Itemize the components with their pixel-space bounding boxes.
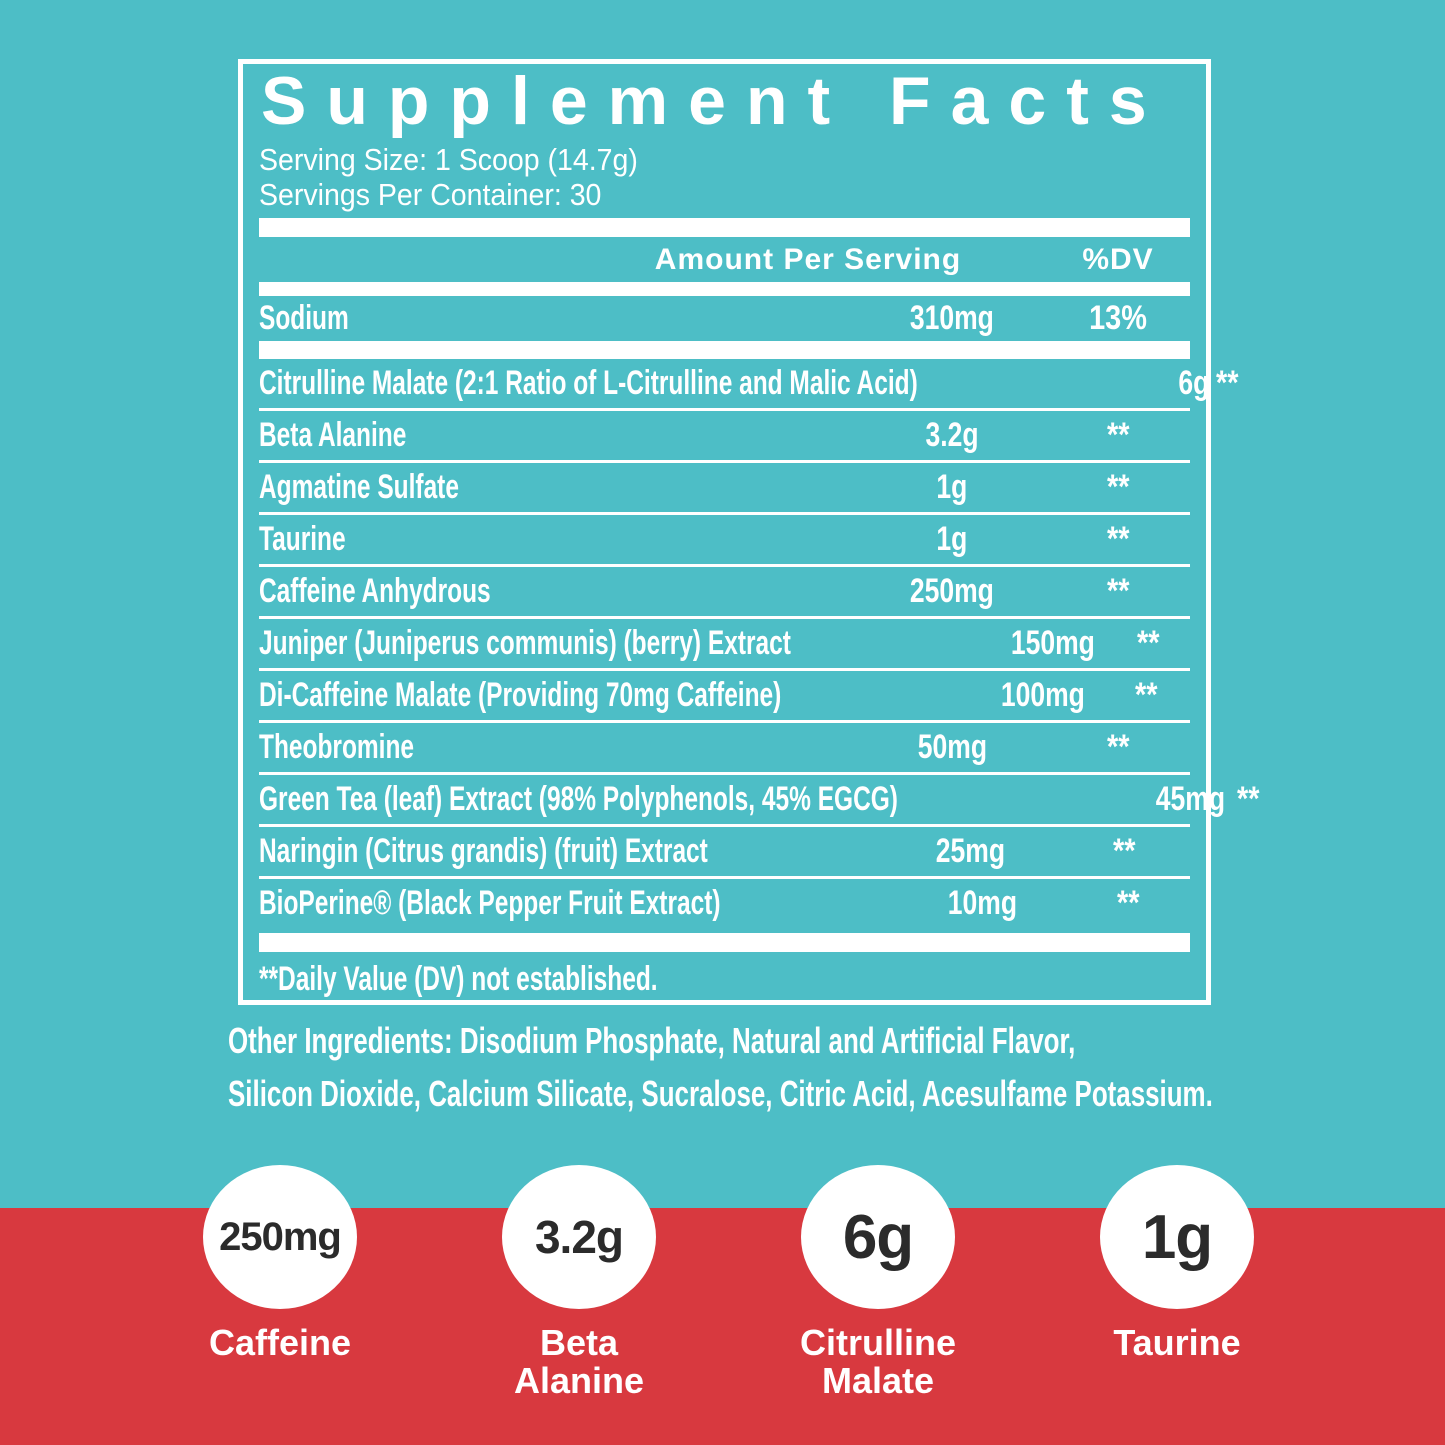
highlight-circle-beta-alanine: 3.2g bbox=[502, 1165, 656, 1309]
ingredient-dv: ** bbox=[1107, 416, 1130, 454]
ingredient-amount: 1g bbox=[936, 468, 968, 506]
ingredient-amount: 25mg bbox=[935, 832, 1005, 870]
highlight-circle-citrulline-malate: 6g bbox=[801, 1165, 955, 1309]
table-row: Theobromine 50mg ** bbox=[259, 723, 1190, 772]
other-ingredients: Other Ingredients: Disodium Phosphate, N… bbox=[228, 1014, 1378, 1120]
table-row: Naringin (Citrus grandis) (fruit) Extrac… bbox=[259, 827, 1190, 876]
ingredient-amount: 3.2g bbox=[925, 416, 979, 454]
highlight-label-caffeine: Caffeine bbox=[208, 1322, 352, 1363]
table-header: Amount Per Serving %DV bbox=[259, 237, 1190, 282]
row-separator bbox=[259, 772, 1190, 775]
table-row: Citrulline Malate (2:1 Ratio of L-Citrul… bbox=[259, 359, 1238, 408]
row-separator bbox=[259, 408, 1190, 411]
serving-info: Serving Size: 1 Scoop (14.7g) Servings P… bbox=[259, 142, 1190, 212]
table-row: BioPerine® (Black Pepper Fruit Extract) … bbox=[259, 879, 1190, 928]
panel-title: Supplement Facts bbox=[261, 63, 1167, 139]
ingredient-dv: ** bbox=[1134, 676, 1158, 714]
supplement-facts-panel: Supplement Facts Serving Size: 1 Scoop (… bbox=[238, 59, 1260, 1005]
ingredient-amount: 100mg bbox=[1001, 676, 1086, 714]
highlight-value: 250mg bbox=[219, 1214, 342, 1259]
table-row: Di-Caffeine Malate (Providing 70mg Caffe… bbox=[259, 671, 1190, 720]
ingredient-dv: ** bbox=[1107, 520, 1130, 558]
ingredient-amount: 250mg bbox=[909, 572, 995, 610]
divider-bar bbox=[259, 218, 1190, 237]
amount-column-header: Amount Per Serving bbox=[654, 242, 962, 276]
ingredient-name: Juniper (Juniperus communis) (berry) Ext… bbox=[259, 624, 791, 662]
divider-bar bbox=[259, 933, 1190, 952]
table-row: Caffeine Anhydrous 250mg ** bbox=[259, 567, 1190, 616]
serving-size: Serving Size: 1 Scoop (14.7g) bbox=[259, 142, 638, 177]
ingredient-name: Naringin (Citrus grandis) (fruit) Extrac… bbox=[259, 832, 708, 870]
ingredient-amount: 45mg bbox=[1156, 780, 1226, 818]
dv-column-header: %DV bbox=[1082, 242, 1154, 276]
row-separator bbox=[259, 564, 1190, 567]
row-separator bbox=[259, 876, 1190, 879]
divider-bar bbox=[259, 282, 1190, 296]
ingredient-name: Taurine bbox=[259, 520, 346, 558]
table-row-sodium: Sodium 310mg 13% bbox=[259, 296, 1190, 341]
table-row: Agmatine Sulfate 1g ** bbox=[259, 463, 1190, 512]
row-separator bbox=[259, 824, 1190, 827]
ingredient-name: Di-Caffeine Malate (Providing 70mg Caffe… bbox=[259, 676, 782, 714]
table-row: Juniper (Juniperus communis) (berry) Ext… bbox=[259, 619, 1190, 668]
ingredient-dv: ** bbox=[1112, 832, 1136, 870]
servings-per-container: Servings Per Container: 30 bbox=[259, 177, 602, 212]
ingredient-amount: 50mg bbox=[917, 728, 987, 766]
ingredient-dv: ** bbox=[1107, 468, 1130, 506]
highlight-circle-caffeine: 250mg bbox=[203, 1165, 357, 1309]
highlight-value: 1g bbox=[1141, 1202, 1213, 1272]
ingredient-dv: ** bbox=[1137, 624, 1160, 662]
table-row: Beta Alanine 3.2g ** bbox=[259, 411, 1190, 460]
ingredient-amount: 6g bbox=[1178, 364, 1210, 402]
ingredient-name: Beta Alanine bbox=[259, 416, 407, 454]
daily-value-footnote: **Daily Value (DV) not established. bbox=[259, 960, 658, 998]
row-separator bbox=[259, 668, 1190, 671]
ingredient-dv: ** bbox=[1107, 572, 1130, 610]
ingredient-name: Caffeine Anhydrous bbox=[259, 572, 491, 610]
other-ingredients-line-2: Silicon Dioxide, Calcium Silicate, Sucra… bbox=[228, 1073, 1213, 1114]
ingredient-name: BioPerine® (Black Pepper Fruit Extract) bbox=[259, 884, 721, 922]
ingredient-amount: 10mg bbox=[948, 884, 1018, 922]
highlight-circle-taurine: 1g bbox=[1100, 1165, 1254, 1309]
ingredient-dv: ** bbox=[1116, 884, 1139, 922]
ingredient-dv: ** bbox=[1107, 728, 1130, 766]
ingredient-amount: 1g bbox=[936, 520, 968, 558]
row-separator bbox=[259, 460, 1190, 463]
row-separator bbox=[259, 616, 1190, 619]
row-separator bbox=[259, 720, 1190, 723]
table-row: Taurine 1g ** bbox=[259, 515, 1190, 564]
ingredient-amount: 150mg bbox=[1010, 624, 1095, 662]
ingredient-dv: ** bbox=[1215, 364, 1239, 402]
ingredient-name: Theobromine bbox=[259, 728, 415, 766]
highlight-value: 3.2g bbox=[534, 1211, 624, 1263]
highlight-label-taurine: Taurine bbox=[1113, 1322, 1241, 1363]
ingredient-name: Green Tea (leaf) Extract (98% Polyphenol… bbox=[259, 780, 898, 818]
divider-bar bbox=[259, 341, 1190, 359]
table-row: Green Tea (leaf) Extract (98% Polyphenol… bbox=[259, 775, 1260, 824]
other-ingredients-line-1: Other Ingredients: Disodium Phosphate, N… bbox=[228, 1020, 1076, 1061]
ingredient-dv: 13% bbox=[1089, 299, 1148, 337]
ingredient-amount: 310mg bbox=[909, 299, 995, 337]
ingredient-name: Sodium bbox=[259, 299, 349, 337]
ingredient-dv: ** bbox=[1237, 780, 1260, 818]
highlight-value: 6g bbox=[842, 1202, 914, 1272]
highlight-label-beta-alanine: Beta Alanine bbox=[513, 1322, 645, 1401]
highlight-label-citrulline-malate: Citrulline Malate bbox=[799, 1322, 956, 1401]
ingredient-name: Citrulline Malate (2:1 Ratio of L-Citrul… bbox=[259, 364, 918, 402]
ingredient-name: Agmatine Sulfate bbox=[259, 468, 459, 506]
row-separator bbox=[259, 512, 1190, 515]
